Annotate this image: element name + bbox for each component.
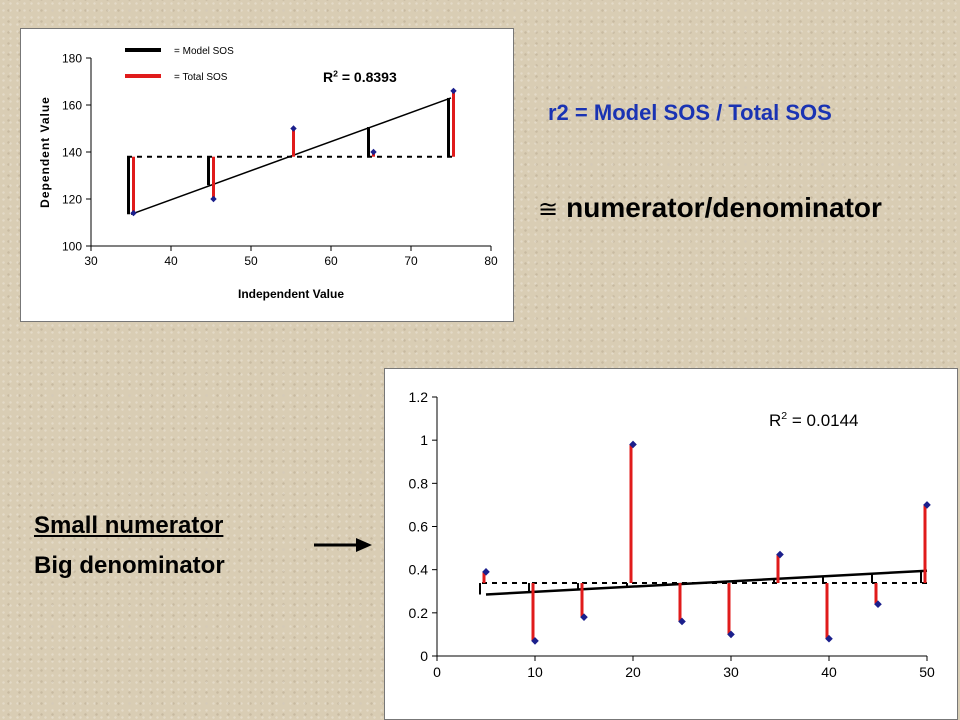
regression-line: [130, 97, 452, 215]
x-axis-label: Independent Value: [238, 287, 344, 301]
legend-label: = Total SOS: [174, 72, 228, 83]
r2-annotation-value: = 0.0144: [787, 411, 858, 430]
r2-annotation: R2 = 0.0144: [769, 410, 859, 430]
r2-annotation-r: R: [769, 411, 781, 430]
approx-text-row: ≅ numerator/denominator: [538, 192, 882, 224]
y-tick-label: 180: [62, 51, 82, 65]
x-tick-label: 20: [625, 664, 641, 680]
x-tick-label: 80: [484, 254, 498, 268]
x-tick-label: 50: [244, 254, 258, 268]
y-tick-label: 140: [62, 145, 82, 159]
y-tick-label: 120: [62, 192, 82, 206]
r2-annotation: R2 = 0.8393: [323, 68, 397, 85]
top-chart-panel: 100 120 140 160 180 30 40 50 60 70 80 Independent V…: [20, 28, 514, 322]
data-point: [923, 501, 931, 509]
y-tick-label: 1.2: [409, 389, 429, 405]
bottom-chart-panel: 0 0.2 0.4 0.6 0.8 1 1.2 0 10 20 30 40 50 R2 = 0.0144: [384, 368, 958, 720]
top-chart: 100 120 140 160 180 30 40 50 60 70 80 Independent V…: [38, 46, 498, 301]
data-point: [482, 568, 490, 576]
r2-annotation-sup: 2: [333, 68, 338, 78]
data-point: [727, 630, 735, 639]
y-tick-label: 0.8: [409, 475, 429, 491]
r2-annotation-value: = 0.8393: [338, 69, 397, 85]
data-point: [825, 634, 833, 643]
y-axis-label: Dependent Value: [38, 96, 52, 208]
bottom-chart: 0 0.2 0.4 0.6 0.8 1 1.2 0 10 20 30 40 50 R2 = 0.0144: [409, 389, 935, 680]
x-tick-label: 50: [919, 664, 935, 680]
data-point: [874, 600, 882, 608]
r2-annotation-sup: 2: [781, 410, 787, 422]
y-tick-label: 0.6: [409, 519, 429, 535]
y-tick-label: 1: [420, 432, 428, 448]
y-tick-label: 100: [62, 239, 82, 253]
approx-text: numerator/denominator: [566, 192, 882, 223]
x-tick-label: 60: [324, 254, 338, 268]
big-denominator-text: Big denominator: [34, 552, 225, 579]
legend-label: = Model SOS: [174, 46, 234, 57]
approx-equal-icon: ≅: [538, 195, 559, 223]
y-tick-label: 0.2: [409, 605, 429, 621]
data-point: [210, 195, 217, 203]
data-point: [531, 637, 539, 645]
r2-annotation-r: R: [323, 69, 333, 85]
x-tick-label: 40: [821, 664, 837, 680]
x-tick-label: 30: [84, 254, 98, 268]
data-point: [450, 87, 457, 95]
small-numerator-text: Small numerator: [34, 512, 224, 539]
y-tick-label: 0.4: [409, 562, 429, 578]
y-tick-label: 0: [420, 648, 428, 664]
x-tick-label: 40: [164, 254, 178, 268]
x-tick-label: 10: [527, 664, 543, 680]
r2-formula-text: r2 = Model SOS / Total SOS: [548, 100, 832, 125]
x-tick-label: 0: [433, 664, 441, 680]
x-tick-label: 30: [723, 664, 739, 680]
regression-line: [485, 569, 928, 596]
y-tick-label: 160: [62, 98, 82, 112]
x-tick-label: 70: [404, 254, 418, 268]
